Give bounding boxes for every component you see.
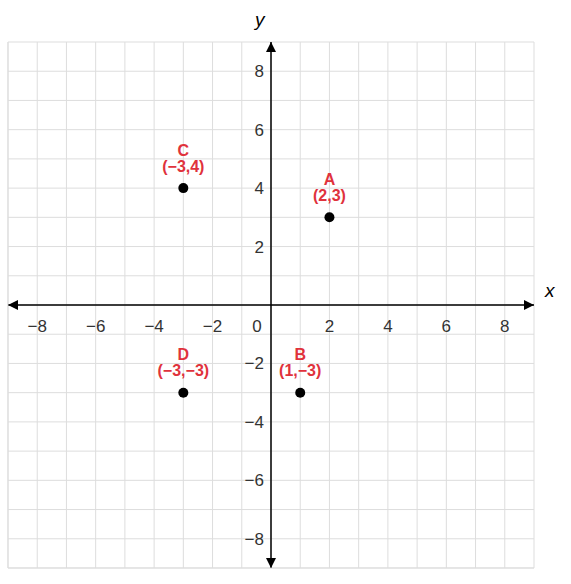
svg-text:6: 6 <box>255 121 264 140</box>
svg-text:8: 8 <box>255 62 264 81</box>
svg-text:−6: −6 <box>86 317 105 336</box>
svg-text:−4: −4 <box>144 317 163 336</box>
svg-text:−2: −2 <box>203 317 222 336</box>
svg-text:−2: −2 <box>245 354 264 373</box>
svg-text:−8: −8 <box>245 530 264 549</box>
svg-text:0: 0 <box>252 317 261 336</box>
svg-text:A(2,3): A(2,3) <box>313 171 346 204</box>
svg-text:−6: −6 <box>245 471 264 490</box>
svg-text:x: x <box>544 280 556 301</box>
svg-text:−8: −8 <box>28 317 47 336</box>
svg-text:−4: −4 <box>245 413 264 432</box>
svg-text:2: 2 <box>255 238 264 257</box>
svg-text:4: 4 <box>383 317 392 336</box>
svg-text:C(−3,4): C(−3,4) <box>162 142 204 175</box>
svg-text:4: 4 <box>255 179 264 198</box>
svg-text:8: 8 <box>500 317 509 336</box>
svg-text:6: 6 <box>442 317 451 336</box>
svg-text:2: 2 <box>325 317 334 336</box>
svg-text:B(1,−3): B(1,−3) <box>279 346 321 379</box>
svg-text:y: y <box>253 9 266 30</box>
svg-text:D(−3,−3): D(−3,−3) <box>158 346 210 379</box>
